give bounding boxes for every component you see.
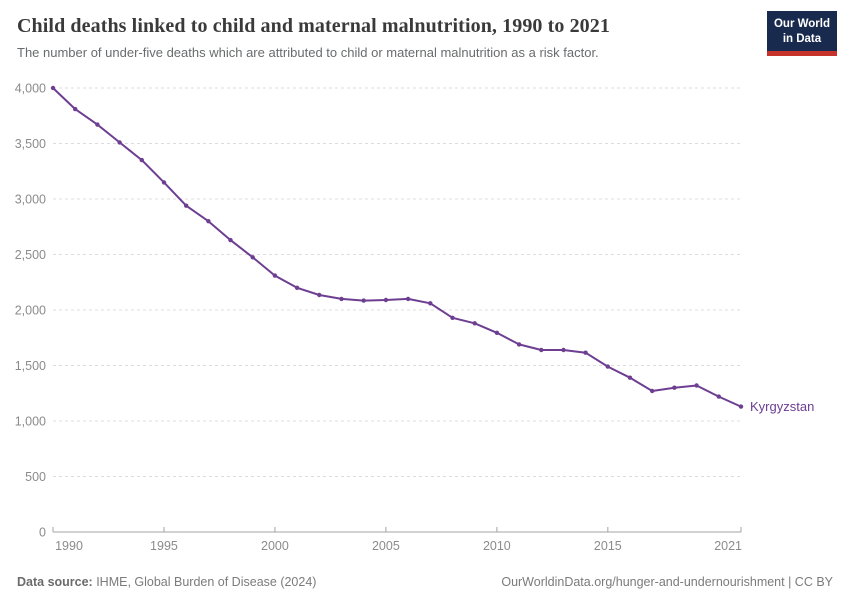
series-label-kyrgyzstan: Kyrgyzstan [750, 399, 814, 414]
y-axis-tick-label: 500 [25, 470, 46, 484]
data-point [472, 321, 477, 326]
series-line-kyrgyzstan [52, 87, 742, 408]
y-axis-tick-label: 1,000 [15, 415, 46, 429]
data-point [627, 375, 633, 380]
data-point [184, 203, 189, 208]
y-axis-tick-label: 2,500 [15, 248, 46, 262]
data-point [73, 106, 78, 112]
attribution-link[interactable]: OurWorldinData.org/hunger-and-undernouri… [501, 575, 833, 589]
x-axis-tick-label: 1990 [55, 539, 83, 553]
data-point [738, 404, 744, 409]
chart-header: Child deaths linked to child and materna… [0, 11, 850, 60]
y-axis-tick-label: 0 [39, 526, 46, 540]
data-point [50, 85, 56, 91]
chart-footer: Data source: IHME, Global Burden of Dise… [17, 575, 833, 589]
data-point [605, 364, 610, 369]
data-point [206, 219, 211, 224]
x-axis-tick-label: 2021 [714, 539, 742, 553]
x-axis-tick-label: 1995 [150, 539, 178, 553]
y-axis-tick-label: 1,500 [15, 359, 46, 373]
data-point [716, 394, 721, 399]
x-axis-tick-label: 2015 [594, 539, 622, 553]
data-point [494, 330, 500, 335]
data-source: Data source: IHME, Global Burden of Dise… [17, 575, 316, 589]
data-point [383, 297, 389, 303]
data-point [539, 347, 544, 353]
data-point [694, 383, 699, 388]
page-title: Child deaths linked to child and materna… [17, 15, 610, 37]
y-axis-tick-label: 4,000 [15, 82, 46, 96]
owid-logo-line2: in Data [782, 32, 822, 45]
data-point [161, 180, 167, 185]
data-point [139, 157, 144, 163]
y-axis-tick-label: 3,000 [15, 193, 46, 207]
y-axis-tick-label: 2,000 [15, 304, 46, 318]
data-point [516, 342, 522, 347]
data-point [272, 273, 278, 278]
data-point [561, 347, 566, 353]
data-point [405, 296, 411, 302]
data-point [428, 301, 433, 306]
data-point [317, 292, 322, 298]
data-point [650, 388, 655, 394]
data-point [95, 122, 100, 127]
data-point [339, 296, 344, 302]
x-axis-tick-label: 2010 [483, 539, 511, 553]
data-source-value: IHME, Global Burden of Disease (2024) [92, 575, 317, 589]
data-point [583, 350, 588, 355]
data-point [361, 298, 366, 303]
data-source-label: Data source: [17, 575, 93, 589]
y-axis-tick-label: 3,500 [15, 137, 46, 151]
x-axis-tick-label: 2000 [261, 539, 289, 553]
owid-logo[interactable]: Our World in Data [766, 11, 837, 56]
data-point [672, 385, 677, 390]
data-point [250, 255, 255, 260]
chart-subtitle: The number of under-five deaths which ar… [17, 45, 599, 60]
data-point [450, 315, 455, 320]
data-point [294, 285, 300, 290]
owid-logo-line1: Our World [773, 18, 830, 30]
data-point [228, 237, 233, 243]
x-axis-tick-label: 2005 [372, 539, 400, 553]
data-point [117, 140, 122, 145]
